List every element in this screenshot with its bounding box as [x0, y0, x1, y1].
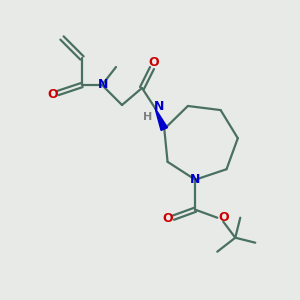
Text: H: H — [143, 112, 153, 122]
Polygon shape — [155, 108, 167, 130]
Text: O: O — [218, 211, 229, 224]
Text: O: O — [149, 56, 159, 70]
Text: N: N — [98, 79, 108, 92]
Text: O: O — [162, 212, 172, 225]
Text: O: O — [48, 88, 58, 101]
Text: N: N — [190, 173, 200, 186]
Text: N: N — [154, 100, 164, 113]
